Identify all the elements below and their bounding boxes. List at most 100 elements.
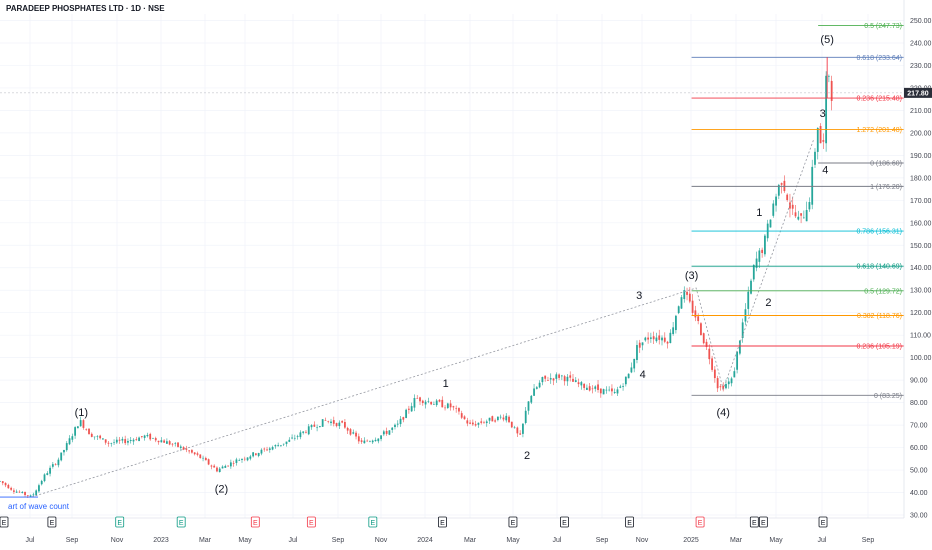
candle-body bbox=[446, 403, 449, 409]
candle bbox=[118, 437, 121, 444]
candle-body bbox=[719, 386, 722, 388]
fib-level-label: 0.236 (105.19) bbox=[856, 343, 902, 350]
candle bbox=[672, 322, 675, 336]
candle bbox=[477, 422, 480, 428]
candle bbox=[63, 449, 65, 456]
candle-body bbox=[196, 453, 199, 455]
candle-body bbox=[527, 401, 530, 411]
earnings-marker-letter: E bbox=[511, 520, 516, 527]
candle bbox=[458, 407, 460, 415]
candle bbox=[140, 436, 143, 439]
candle-body bbox=[332, 420, 335, 424]
candle-body bbox=[146, 434, 149, 437]
candle bbox=[115, 436, 118, 444]
candle bbox=[71, 433, 74, 443]
candle-body bbox=[85, 429, 88, 430]
candle-body bbox=[524, 410, 527, 423]
candle-body bbox=[154, 438, 157, 441]
candle bbox=[569, 371, 572, 382]
candle-body bbox=[327, 421, 330, 422]
candle-body bbox=[63, 450, 65, 453]
candle-body bbox=[677, 306, 680, 314]
y-tick-label: 150.00 bbox=[910, 243, 932, 250]
candle-body bbox=[357, 436, 360, 442]
candle bbox=[438, 398, 441, 403]
candle-body bbox=[630, 367, 633, 373]
candle bbox=[758, 247, 761, 269]
candle-body bbox=[786, 194, 789, 201]
candle bbox=[305, 429, 307, 434]
candle bbox=[82, 419, 85, 430]
candle bbox=[736, 351, 739, 374]
candle-body bbox=[802, 217, 805, 219]
candle-body bbox=[24, 491, 26, 496]
candle bbox=[496, 416, 499, 422]
candle-body bbox=[697, 316, 700, 322]
wave-count-annotation: art of wave count bbox=[8, 502, 70, 511]
candle-body bbox=[18, 491, 21, 493]
candle bbox=[255, 452, 257, 456]
candle-body bbox=[641, 342, 644, 346]
earnings-marker-letter: E bbox=[117, 520, 122, 527]
candle-body bbox=[691, 300, 694, 313]
candle-body bbox=[299, 432, 302, 438]
chart-title: PARADEEP PHOSPHATES LTD · 1D · NSE bbox=[6, 4, 165, 13]
x-tick-label: Mar bbox=[730, 537, 743, 544]
candle-body bbox=[7, 484, 10, 489]
candle bbox=[85, 428, 88, 431]
candle bbox=[344, 418, 346, 429]
candle bbox=[769, 219, 772, 228]
candle bbox=[535, 386, 538, 390]
candle-body bbox=[305, 431, 307, 433]
candle-body bbox=[686, 291, 688, 295]
candle bbox=[338, 420, 341, 430]
candle bbox=[246, 457, 249, 462]
candle bbox=[104, 439, 107, 445]
y-tick-label: 70.00 bbox=[910, 423, 928, 430]
candle-body bbox=[547, 380, 549, 381]
candle-body bbox=[371, 440, 374, 443]
candle bbox=[691, 294, 694, 317]
candle bbox=[822, 133, 825, 150]
candle-body bbox=[513, 427, 516, 429]
x-tick-label: 2024 bbox=[417, 537, 433, 544]
candle bbox=[424, 399, 427, 409]
candle-body bbox=[152, 438, 154, 439]
candle-body bbox=[613, 392, 616, 393]
fib-level-label: 0 (186.60) bbox=[870, 161, 902, 168]
candle bbox=[527, 400, 530, 415]
candle bbox=[794, 205, 797, 219]
candle bbox=[611, 384, 613, 396]
candle-body bbox=[716, 378, 719, 389]
candle bbox=[32, 492, 35, 497]
candle-body bbox=[483, 422, 485, 424]
candle-body bbox=[424, 401, 427, 405]
candle bbox=[160, 437, 163, 443]
candle bbox=[538, 380, 541, 389]
candle-body bbox=[636, 345, 638, 360]
candle bbox=[638, 339, 641, 353]
candle bbox=[280, 444, 282, 448]
candle bbox=[213, 464, 216, 468]
candle bbox=[647, 332, 649, 344]
candle bbox=[433, 401, 435, 405]
candle bbox=[330, 418, 332, 426]
candle-body bbox=[296, 436, 299, 437]
candle bbox=[216, 466, 218, 473]
candle-body bbox=[344, 422, 346, 428]
candle bbox=[552, 377, 555, 386]
candle bbox=[327, 420, 330, 424]
candle bbox=[38, 483, 40, 493]
candle-body bbox=[15, 491, 18, 493]
candle bbox=[252, 452, 255, 458]
candle bbox=[185, 445, 188, 453]
candle-body bbox=[597, 384, 599, 390]
candle-body bbox=[458, 408, 460, 412]
candle-body bbox=[683, 290, 686, 300]
candle-body bbox=[76, 426, 79, 429]
candle bbox=[605, 386, 608, 394]
candle bbox=[121, 436, 124, 444]
candle bbox=[113, 439, 115, 445]
candle-body bbox=[291, 437, 293, 439]
